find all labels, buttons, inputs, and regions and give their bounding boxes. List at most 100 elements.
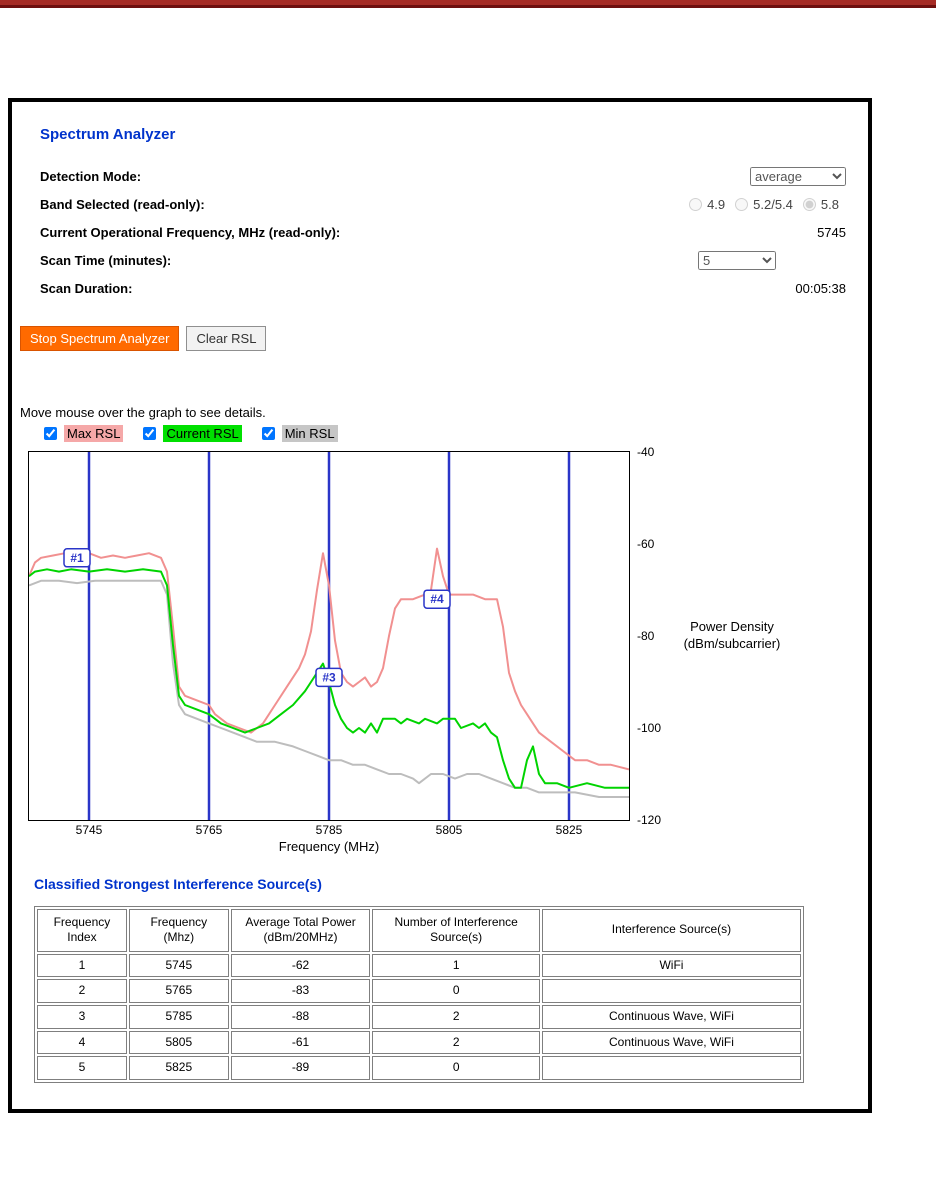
cell-average-total-power: -89 (230, 1056, 371, 1080)
y-axis-ticks: -40 -60 -80 -100 -120 (630, 445, 670, 827)
band-radio-4-9[interactable] (689, 198, 703, 212)
scan-time-row: Scan Time (minutes): 5 (40, 251, 846, 271)
top-accent-bar (0, 0, 936, 8)
x-tick-label: 5805 (435, 822, 463, 837)
cell-number-of-sources: 2 (372, 1030, 540, 1055)
frequency-row: Current Operational Frequency, MHz (read… (40, 224, 846, 242)
series-max-rsl (28, 547, 630, 771)
current-rsl-checkbox[interactable] (143, 426, 157, 440)
col-frequency-index: Frequency Index (37, 908, 127, 952)
cell-average-total-power: -83 (230, 979, 371, 1004)
spectrum-analyzer-panel: Spectrum Analyzer Detection Mode: averag… (8, 98, 872, 1113)
col-number-of-interference-sources: Number of Interference Source(s) (372, 908, 540, 952)
clear-rsl-button[interactable]: Clear RSL (186, 325, 267, 351)
detection-mode-row: Detection Mode: average (40, 167, 846, 186)
stop-spectrum-analyzer-button[interactable]: Stop Spectrum Analyzer (20, 325, 180, 351)
chart-annotation-4: #4 (423, 589, 451, 609)
cell-frequency-mhz: 5765 (128, 979, 229, 1004)
cell-interference-sources (541, 1056, 801, 1080)
cell-average-total-power: -88 (230, 1005, 371, 1029)
spectrum-chart-svg: #1 #3 #4 (28, 451, 630, 820)
y-tick-label: -120 (637, 812, 662, 827)
interference-table: Frequency Index Frequency (Mhz) Average … (34, 905, 804, 1083)
cell-frequency-mhz: 5785 (128, 1005, 229, 1029)
action-buttons: Stop Spectrum Analyzer Clear RSL (20, 325, 846, 351)
max-rsl-label: Max RSL (64, 424, 124, 442)
band-label: Band Selected (read-only): (40, 197, 205, 212)
y-tick-label: -60 (637, 536, 655, 551)
cell-frequency-index: 2 (37, 979, 127, 1004)
y-tick-label: -40 (637, 444, 655, 459)
col-interference-sources: Interference Source(s) (541, 908, 801, 952)
band-row: Band Selected (read-only): 4.9 5.2/5.4 5… (40, 196, 846, 214)
legend-item-min-rsl: Min RSL (258, 424, 338, 443)
scan-time-label: Scan Time (minutes): (40, 252, 172, 268)
band-radio-5-2-5-4-label: 5.2/5.4 (753, 197, 793, 213)
table-header-row: Frequency Index Frequency (Mhz) Average … (37, 908, 801, 952)
cell-frequency-index: 3 (37, 1005, 127, 1029)
cell-number-of-sources: 2 (372, 1005, 540, 1029)
min-rsl-label: Min RSL (281, 424, 338, 442)
detection-mode-select[interactable]: average (750, 167, 846, 186)
frequency-value: 5745 (817, 224, 846, 240)
band-radio-group: 4.9 5.2/5.4 5.8 (689, 197, 846, 212)
scan-duration-label: Scan Duration: (40, 281, 133, 297)
band-radio-5-8[interactable] (802, 198, 816, 212)
spectrum-chart[interactable]: #1 #3 #4 (28, 450, 630, 821)
col-average-total-power: Average Total Power (dBm/20MHz) (230, 908, 371, 952)
x-tick-label: 5745 (75, 822, 103, 837)
chart-column: #1 #3 #4 5745 5765 5785 5805 5825 Frequency (M… (28, 450, 630, 854)
table-row: 1 5745 -62 1 WiFi (37, 953, 801, 978)
interference-section-title: Classified Strongest Interference Source… (34, 875, 322, 892)
series-current-rsl (28, 567, 629, 789)
cell-interference-sources: Continuous Wave, WiFi (541, 1005, 801, 1029)
cell-number-of-sources: 0 (372, 1056, 540, 1080)
table-row: 2 5765 -83 0 (37, 979, 801, 1004)
x-axis-ticks: 5745 5765 5785 5805 5825 (28, 821, 630, 838)
cell-frequency-mhz: 5825 (128, 1056, 229, 1080)
table-row: 4 5805 -61 2 Continuous Wave, WiFi (37, 1030, 801, 1055)
legend-item-current-rsl: Current RSL (139, 424, 242, 443)
chart-annotation-1: #1 (63, 547, 91, 568)
scan-time-select[interactable]: 5 (698, 251, 776, 271)
y-tick-label: -80 (637, 628, 655, 643)
band-radio-5-8-label: 5.8 (820, 197, 839, 213)
frequency-label: Current Operational Frequency, MHz (read… (40, 224, 341, 240)
band-radio-5-2-5-4[interactable] (735, 198, 749, 212)
table-row: 3 5785 -88 2 Continuous Wave, WiFi (37, 1005, 801, 1029)
col-frequency-mhz: Frequency (Mhz) (128, 908, 229, 952)
cell-frequency-index: 4 (37, 1030, 127, 1055)
max-rsl-checkbox[interactable] (44, 426, 57, 440)
x-axis-label: Frequency (MHz) (278, 838, 380, 854)
table-row: 5 5825 -89 0 (37, 1056, 801, 1080)
scan-duration-row: Scan Duration: 00:05:38 (40, 280, 846, 298)
cell-number-of-sources: 0 (372, 979, 540, 1004)
scan-duration-value: 00:05:38 (795, 281, 846, 297)
legend-item-max-rsl: Max RSL (40, 424, 124, 443)
series-min-rsl (28, 579, 629, 798)
settings-form: Detection Mode: average Band Selected (r… (40, 167, 846, 298)
current-rsl-label: Current RSL (163, 424, 242, 442)
cell-interference-sources (541, 979, 801, 1004)
detection-mode-label: Detection Mode: (40, 168, 142, 184)
svg-text:#1: #1 (70, 550, 84, 564)
min-rsl-checkbox[interactable] (261, 426, 275, 440)
cell-frequency-mhz: 5745 (128, 953, 229, 978)
x-tick-label: 5825 (555, 822, 583, 837)
y-axis-label: Power Density (dBm/subcarrier) (683, 618, 781, 651)
cell-interference-sources: Continuous Wave, WiFi (541, 1030, 801, 1055)
chart-area: #1 #3 #4 5745 5765 5785 5805 5825 Frequency (M… (28, 445, 846, 854)
svg-text:#4: #4 (430, 592, 444, 606)
cell-average-total-power: -61 (230, 1030, 371, 1055)
page-title: Spectrum Analyzer (40, 126, 176, 143)
band-radio-4-9-label: 4.9 (707, 197, 726, 213)
x-tick-label: 5785 (315, 822, 343, 837)
cell-frequency-mhz: 5805 (128, 1030, 229, 1055)
cell-average-total-power: -62 (230, 953, 371, 978)
graph-hint-text: Move mouse over the graph to see details… (20, 404, 266, 420)
cell-frequency-index: 1 (37, 953, 127, 978)
cell-interference-sources: WiFi (541, 953, 801, 978)
x-tick-label: 5765 (195, 822, 223, 837)
chart-annotation-3: #3 (315, 667, 343, 687)
cell-frequency-index: 5 (37, 1056, 127, 1080)
